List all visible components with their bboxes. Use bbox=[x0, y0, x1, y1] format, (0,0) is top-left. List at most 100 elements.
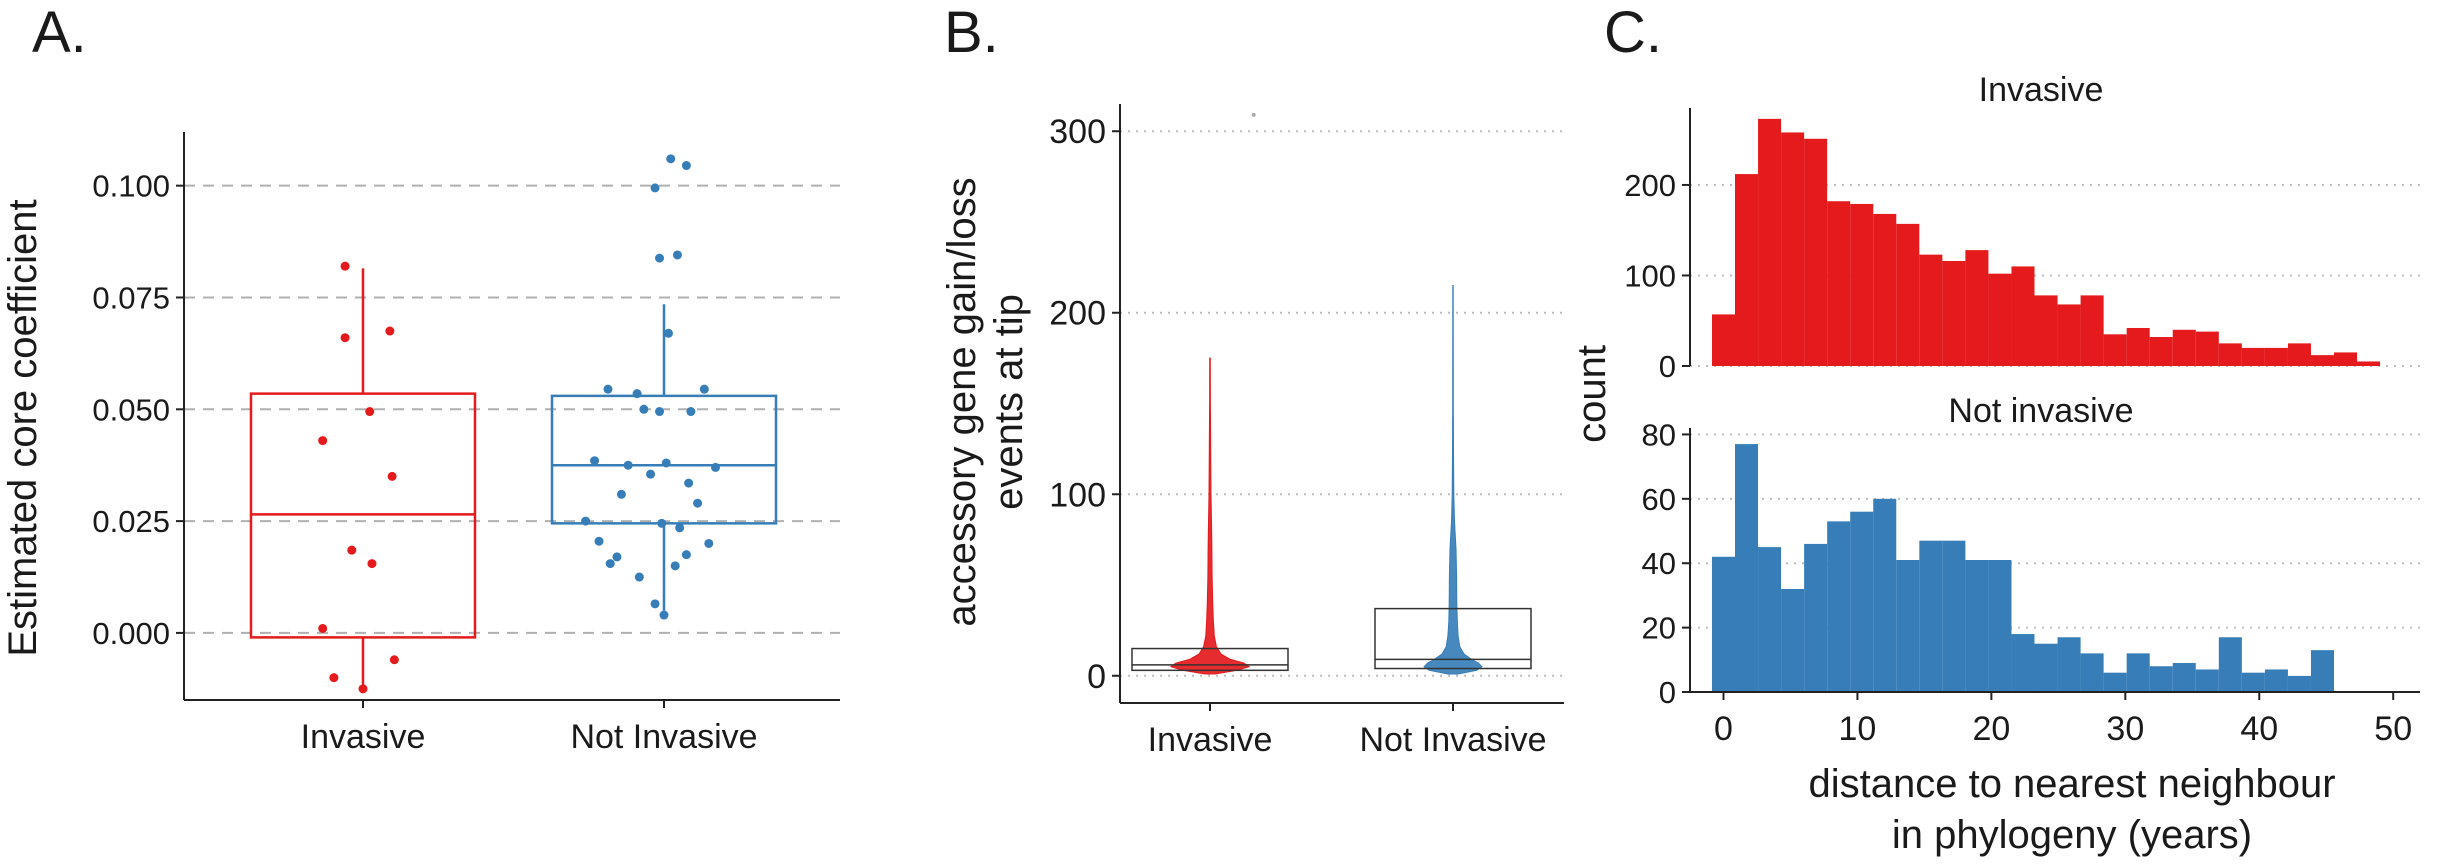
histogram-bar bbox=[1942, 540, 1966, 692]
point-not-invasive bbox=[623, 460, 633, 470]
histogram-bar bbox=[2218, 637, 2242, 692]
x-tick-label: Invasive bbox=[1148, 721, 1273, 759]
panel-c-facet-invasive: 0 100 200 bbox=[1624, 108, 2420, 384]
x-tick-label: 40 bbox=[2240, 710, 2278, 748]
point-not-invasive bbox=[603, 384, 613, 394]
histogram-bar bbox=[1896, 223, 1920, 366]
point-not-invasive bbox=[616, 489, 626, 499]
y-tick-label: 100 bbox=[1624, 258, 1676, 293]
panel-c-facet-not-invasive: 0 20 40 60 80 bbox=[1642, 417, 2420, 710]
point-invasive bbox=[358, 684, 368, 694]
panel-letter-b: B. bbox=[944, 0, 999, 65]
point-not-invasive bbox=[612, 552, 622, 562]
histogram-bar bbox=[2126, 327, 2150, 366]
y-tick-label: 0.000 bbox=[92, 616, 170, 651]
histogram-bar bbox=[2126, 653, 2150, 692]
histogram-bar bbox=[2264, 669, 2288, 692]
point-invasive bbox=[318, 436, 328, 446]
y-tick-label: 80 bbox=[1642, 417, 1676, 452]
y-tick-label: 0.025 bbox=[92, 504, 170, 539]
histogram-bar bbox=[2310, 355, 2335, 366]
point-not-invasive bbox=[681, 550, 691, 560]
panel-letter-c: C. bbox=[1604, 0, 1662, 65]
histogram-bar bbox=[2357, 361, 2381, 366]
histogram-bar bbox=[2241, 347, 2265, 366]
y-tick-label: 0 bbox=[1087, 658, 1106, 696]
point-invasive bbox=[318, 623, 328, 633]
outlier-point bbox=[1251, 112, 1256, 117]
y-tick-label: 200 bbox=[1624, 168, 1676, 203]
histogram-bar bbox=[1873, 213, 1897, 366]
histogram-bar bbox=[1804, 138, 1828, 366]
histogram-bar bbox=[2034, 295, 2058, 366]
y-tick-label: 200 bbox=[1049, 295, 1106, 333]
histogram-bar bbox=[1919, 254, 1943, 366]
panel-a-gridlines bbox=[184, 184, 840, 634]
point-not-invasive bbox=[646, 469, 656, 479]
panel-c-x-axis-label-line1: distance to nearest neighbour bbox=[1808, 762, 2335, 806]
histogram-bar bbox=[2287, 343, 2311, 366]
histogram-bar bbox=[2034, 643, 2058, 692]
y-tick-label: 60 bbox=[1642, 482, 1676, 517]
histogram-bar bbox=[2080, 295, 2104, 366]
histogram-bar bbox=[2310, 650, 2335, 692]
histogram-bar bbox=[2195, 669, 2219, 692]
histogram-bar bbox=[2334, 352, 2358, 366]
histogram-bar bbox=[1758, 118, 1782, 366]
histogram-bar bbox=[1781, 588, 1805, 692]
histogram-bar bbox=[1735, 444, 1759, 692]
histogram-bar bbox=[1919, 540, 1943, 692]
panel-c-x-axis-label-line2: in phylogeny (years) bbox=[1892, 813, 2252, 857]
panel-a-points bbox=[318, 154, 721, 694]
histogram-bar bbox=[1735, 174, 1759, 366]
panel-b-violins bbox=[1169, 112, 1483, 675]
point-not-invasive bbox=[666, 154, 676, 164]
panel-b-violin-plot: 0 100 200 300 Invasive Not Invasive accessory… bbox=[940, 104, 1564, 759]
point-invasive bbox=[365, 407, 375, 417]
box-invasive bbox=[1131, 647, 1289, 672]
point-not-invasive bbox=[590, 456, 600, 466]
point-not-invasive bbox=[670, 561, 680, 571]
point-not-invasive bbox=[634, 572, 644, 582]
point-not-invasive bbox=[650, 599, 660, 609]
panel-b-y-axis-label-line1: accessory gene gain/loss bbox=[940, 177, 984, 626]
histogram-bar bbox=[2011, 634, 2035, 692]
point-not-invasive bbox=[655, 407, 665, 417]
panel-c-axes: 0 10 20 30 40 50 bbox=[1690, 691, 2420, 748]
histogram-bar bbox=[1896, 560, 1920, 692]
histogram-bar bbox=[1758, 547, 1782, 692]
point-not-invasive bbox=[704, 538, 714, 548]
histogram-bar bbox=[2149, 666, 2173, 692]
point-not-invasive bbox=[684, 478, 694, 488]
histogram-bar bbox=[1873, 498, 1897, 692]
panel-b-axes: 0 100 200 300 Invasive Not Invasive bbox=[1049, 104, 1564, 759]
histogram-bar bbox=[2195, 331, 2219, 366]
box-not-invasive bbox=[1374, 607, 1532, 670]
y-tick-label: 0 bbox=[1659, 349, 1676, 384]
histogram-bar bbox=[2103, 334, 2127, 366]
point-not-invasive bbox=[594, 536, 604, 546]
x-tick-label: 0 bbox=[1714, 710, 1733, 748]
y-tick-label: 0.100 bbox=[92, 169, 170, 204]
y-tick-label: 0 bbox=[1659, 675, 1676, 710]
y-tick-label: 20 bbox=[1642, 611, 1676, 646]
histogram-bar bbox=[2264, 347, 2288, 366]
panel-c-facet-title-invasive: Invasive bbox=[1979, 71, 2104, 109]
y-tick-label: 300 bbox=[1049, 113, 1106, 151]
panel-a-boxplot: 0.000 0.025 0.050 0.075 0.100 Invasive Not Inv… bbox=[1, 132, 840, 756]
panel-b-y-axis-label-line2: events at tip bbox=[987, 294, 1031, 510]
histogram-bar bbox=[2103, 672, 2127, 692]
point-not-invasive bbox=[650, 183, 660, 193]
x-tick-label: 10 bbox=[1839, 710, 1877, 748]
x-tick-label: Invasive bbox=[301, 718, 426, 756]
point-invasive bbox=[385, 326, 395, 336]
x-tick-label: 50 bbox=[2374, 710, 2412, 748]
violin-not-invasive bbox=[1423, 285, 1483, 675]
x-tick-label: 30 bbox=[2106, 710, 2144, 748]
histogram-bar bbox=[1942, 260, 1966, 366]
point-invasive bbox=[340, 333, 350, 343]
point-not-invasive bbox=[581, 516, 591, 526]
histogram-bar bbox=[2218, 343, 2242, 366]
point-not-invasive bbox=[681, 161, 691, 171]
